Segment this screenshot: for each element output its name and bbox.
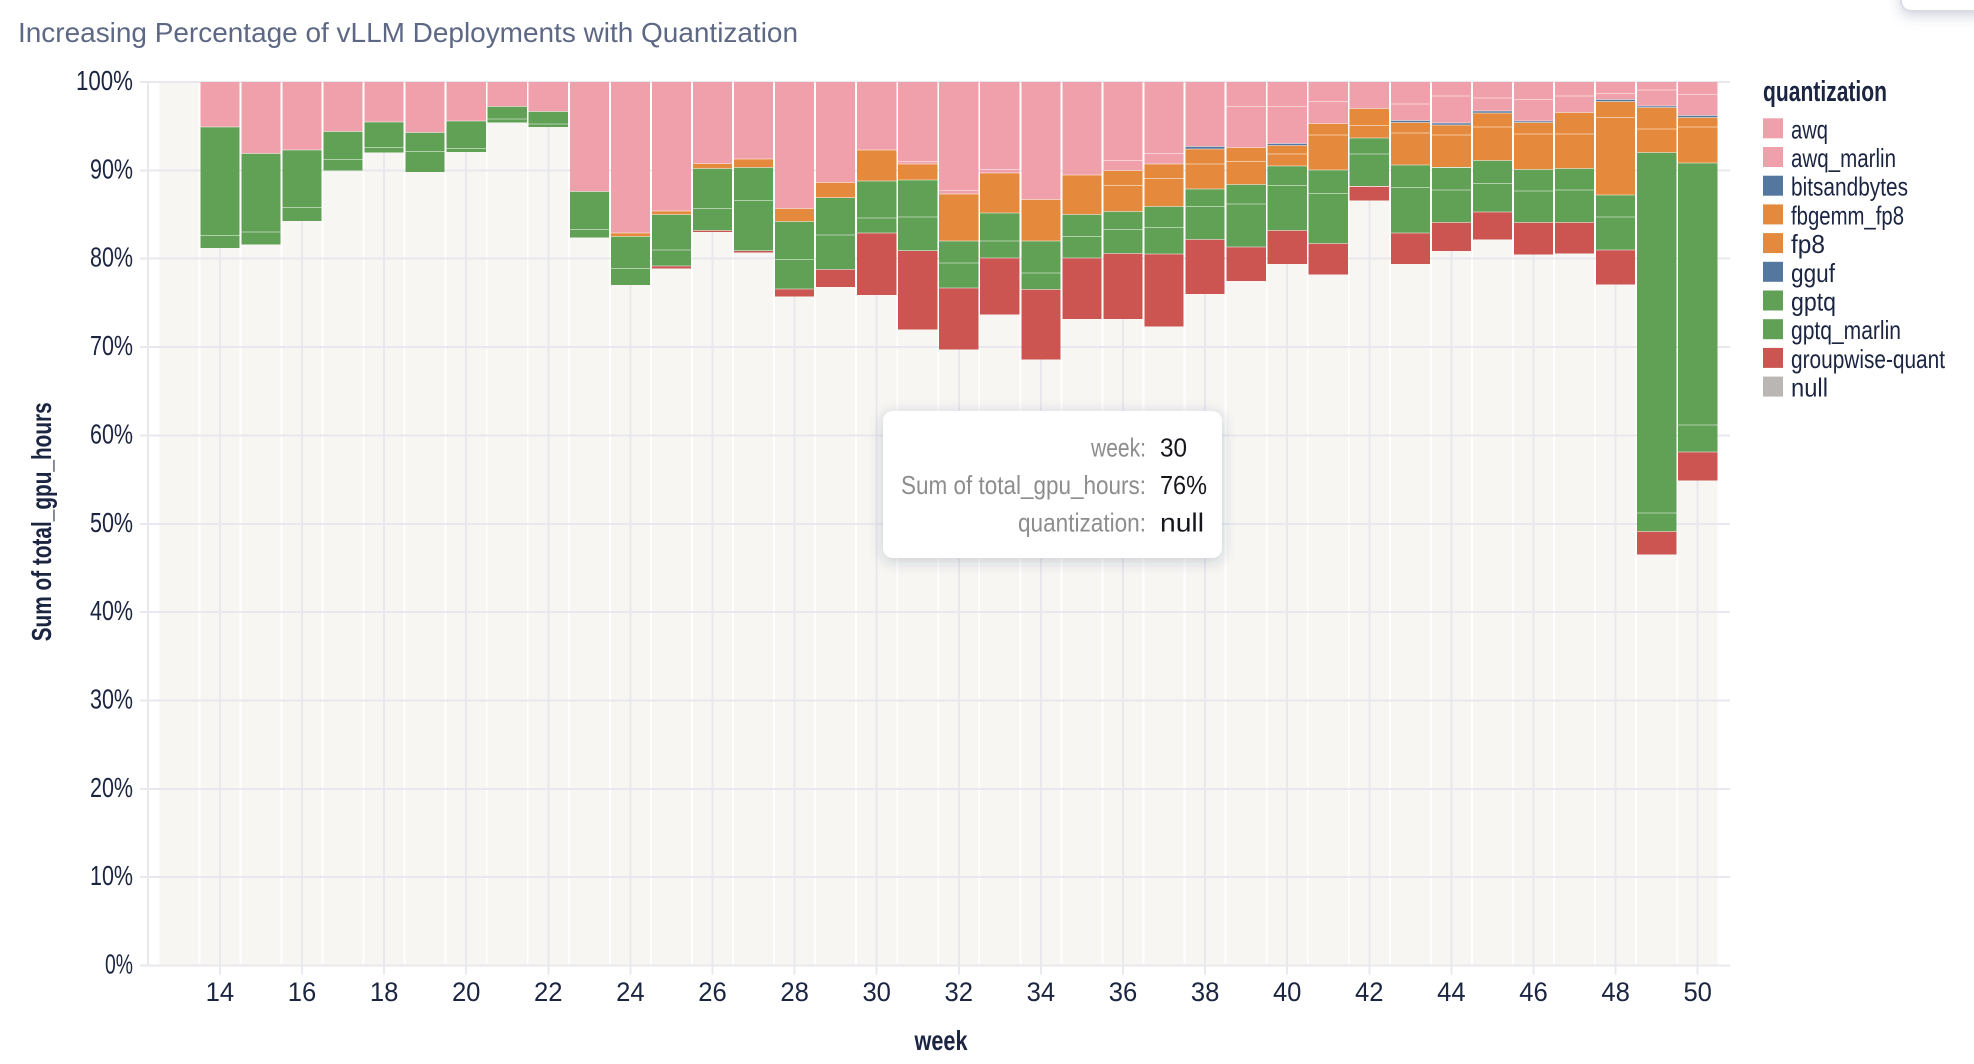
svg-text:awq_marlin: awq_marlin: [1791, 143, 1896, 173]
svg-text:gptq: gptq: [1791, 287, 1836, 317]
svg-text:groupwise-quant: groupwise-quant: [1791, 344, 1946, 374]
svg-text:quantization:: quantization:: [1018, 508, 1146, 538]
svg-text:20: 20: [452, 977, 481, 1007]
svg-text:50%: 50%: [90, 507, 133, 538]
svg-text:quantization: quantization: [1763, 76, 1887, 108]
svg-text:gguf: gguf: [1791, 258, 1836, 288]
svg-text:22: 22: [534, 977, 563, 1007]
svg-text:100%: 100%: [76, 65, 133, 96]
svg-text:10%: 10%: [90, 860, 133, 891]
svg-text:38: 38: [1191, 977, 1220, 1007]
svg-text:18: 18: [370, 977, 399, 1007]
svg-text:26: 26: [698, 977, 727, 1007]
svg-text:fp8: fp8: [1791, 229, 1825, 259]
svg-text:30%: 30%: [90, 684, 133, 715]
svg-text:60%: 60%: [90, 418, 133, 449]
svg-text:gptq_marlin: gptq_marlin: [1791, 315, 1901, 345]
svg-text:Sum of total_gpu_hours: Sum of total_gpu_hours: [26, 402, 57, 641]
svg-text:16: 16: [288, 977, 317, 1007]
svg-text:14: 14: [206, 977, 235, 1007]
svg-text:40%: 40%: [90, 595, 133, 626]
svg-text:awq: awq: [1791, 114, 1828, 144]
svg-text:34: 34: [1027, 977, 1056, 1007]
svg-text:80%: 80%: [90, 242, 133, 273]
svg-text:40: 40: [1273, 977, 1302, 1007]
svg-text:week:: week:: [1090, 433, 1146, 463]
svg-text:36: 36: [1109, 977, 1138, 1007]
svg-text:32: 32: [945, 977, 974, 1007]
svg-text:90%: 90%: [90, 153, 133, 184]
svg-text:24: 24: [616, 977, 645, 1007]
svg-text:42: 42: [1355, 977, 1384, 1007]
svg-text:null: null: [1791, 373, 1828, 403]
svg-text:20%: 20%: [90, 772, 133, 803]
svg-text:week: week: [914, 1025, 968, 1056]
svg-text:null: null: [1160, 508, 1204, 538]
svg-text:46: 46: [1519, 977, 1548, 1007]
svg-text:Sum of total_gpu_hours:: Sum of total_gpu_hours:: [901, 470, 1146, 500]
svg-text:44: 44: [1437, 977, 1466, 1007]
svg-text:0%: 0%: [105, 949, 133, 980]
svg-text:30: 30: [1160, 433, 1187, 463]
svg-text:bitsandbytes: bitsandbytes: [1791, 172, 1908, 202]
svg-text:28: 28: [780, 977, 809, 1007]
svg-text:Increasing Percentage of vLLM: Increasing Percentage of vLLM Deployment…: [18, 17, 798, 48]
svg-text:76%: 76%: [1160, 470, 1207, 500]
svg-text:70%: 70%: [90, 330, 133, 361]
svg-text:50: 50: [1683, 977, 1712, 1007]
svg-text:48: 48: [1601, 977, 1630, 1007]
svg-text:fbgemm_fp8: fbgemm_fp8: [1791, 200, 1904, 230]
svg-text:30: 30: [862, 977, 891, 1007]
